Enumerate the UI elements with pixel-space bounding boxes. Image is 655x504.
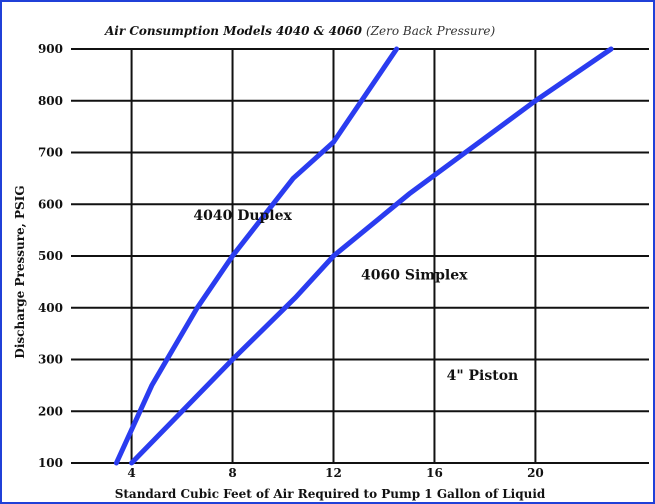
y-tick-900: 900 <box>38 42 63 56</box>
y-tick-800: 800 <box>38 94 63 108</box>
y-tick-500: 500 <box>38 249 63 263</box>
y-tick-600: 600 <box>38 197 63 211</box>
chart-title: Air Consumption Models 4040 & 4060 <box>104 24 363 38</box>
y-tick-700: 700 <box>38 146 63 160</box>
series-line-1 <box>113 46 400 466</box>
annotation-1: 4040 Duplex <box>193 208 292 224</box>
x-tick-16: 16 <box>426 466 443 480</box>
x-tick-labels: 4 8 12 16 20 <box>127 466 543 480</box>
x-tick-8: 8 <box>228 466 236 480</box>
x-axis-label: Standard Cubic Feet of Air Required to P… <box>115 487 546 501</box>
y-tick-labels: 100 200 300 400 500 600 700 800 900 <box>38 42 63 470</box>
y-tick-100: 100 <box>38 456 63 470</box>
annotation-2: 4060 Simplex <box>361 267 468 283</box>
y-tick-300: 300 <box>38 353 63 367</box>
horizontal-gridlines <box>71 48 649 464</box>
y-tick-400: 400 <box>38 301 63 315</box>
series-line-2 <box>129 46 614 466</box>
y-axis-label: Discharge Pressure, PSIG <box>13 185 27 358</box>
x-tick-12: 12 <box>325 466 342 480</box>
x-tick-20: 20 <box>527 466 544 480</box>
y-tick-200: 200 <box>38 404 63 418</box>
annotations: 4040 Duplex 4060 Simplex 4" Piston <box>193 208 518 384</box>
x-tick-4: 4 <box>127 466 135 480</box>
annotation-3: 4" Piston <box>447 368 519 384</box>
chart-subtitle: (Zero Back Pressure) <box>366 24 495 38</box>
series-lines <box>113 46 614 466</box>
